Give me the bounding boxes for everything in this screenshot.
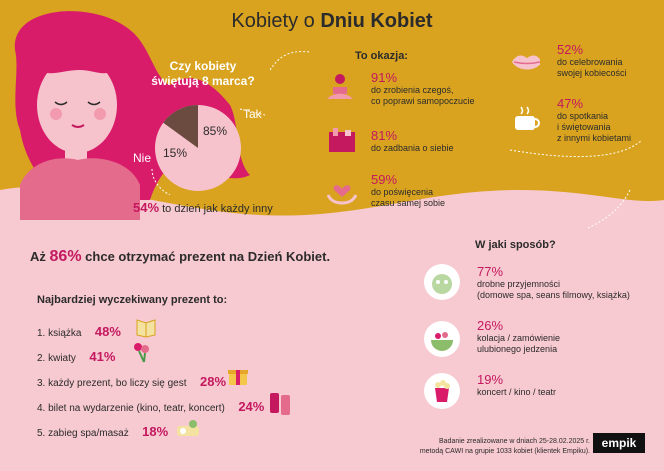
- spa-icon: [177, 420, 199, 436]
- pie-slice-no: [163, 104, 198, 148]
- gift-item-2: 2. kwiaty 41%: [37, 348, 115, 366]
- salad-icon: [424, 321, 460, 357]
- gift-label-5: 5. zabieg spa/masaż: [37, 428, 129, 439]
- gift-label-3: 3. każdy prezent, bo liczy się gest: [37, 378, 187, 389]
- gift-icon: [228, 370, 248, 385]
- how-heading: W jaki sposób?: [475, 239, 556, 251]
- occasion-text-1: 91% do zrobienia czegoś, co poprawi samo…: [371, 70, 475, 106]
- occasion-text-4: 52% do celebrowania swojej kobiecości: [557, 42, 627, 78]
- gift-value-4: 24%: [238, 399, 265, 414]
- face-mask-icon: [424, 264, 460, 300]
- survey-footnote: Badanie zrealizowane w dniach 25-28.02.2…: [405, 437, 590, 457]
- gift-label-4: 4. bilet na wydarzenie (kino, teatr, kon…: [37, 403, 225, 414]
- empik-logo: empik: [593, 433, 645, 453]
- meditation-icon: [327, 74, 353, 99]
- not-celebrating-note: 54% to dzień jak każdy inny: [133, 200, 273, 215]
- how-item-3: 19% koncert / kino / teatr: [477, 372, 556, 398]
- how-value-2: 26%: [477, 318, 504, 333]
- pie-yes-value: 85%: [203, 124, 228, 138]
- how-text-3a: koncert / kino / teatr: [477, 387, 557, 397]
- occasion-item-5: [512, 104, 542, 139]
- how-value-1: 77%: [477, 264, 504, 279]
- tickets-icon: [270, 393, 290, 415]
- cosmetics-icon: [329, 128, 355, 152]
- popcorn-icon: [424, 373, 460, 409]
- occasion-text-5: 47% do spotkania i świętowania z innymi …: [557, 96, 632, 143]
- question-line-1: Czy kobiety: [169, 59, 237, 73]
- how-item-2: 26% kolacja / zamówienie ulubionego jedz…: [477, 318, 560, 355]
- pie-no-label: Nie: [133, 151, 152, 165]
- pie-yes-label: Tak: [243, 107, 262, 121]
- gift-label-1: 1. książka: [37, 328, 82, 339]
- footnote-line-1: Badanie zrealizowane w dniach 25-28.02.2…: [439, 438, 590, 445]
- how-text-1b: (domowe spa, seans filmowy, książka): [477, 290, 630, 300]
- gift-value-3: 28%: [199, 374, 227, 389]
- how-text-2a: kolacja / zamówienie: [477, 333, 561, 343]
- gift-item-5: 5. zabieg spa/masaż 18%: [37, 423, 168, 441]
- gift-item-3: 3. każdy prezent, bo liczy się gest 28%: [37, 373, 226, 391]
- page-title: Kobiety o Dniu Kobiet: [231, 10, 433, 32]
- celebrate-pie-chart: [155, 104, 241, 191]
- occasion-item-3: [326, 175, 358, 210]
- lips-icon: [512, 55, 542, 70]
- question-line-2: świętują 8 marca?: [151, 74, 255, 88]
- occasion-heading: To okazja:: [355, 50, 408, 62]
- gift-item-1: 1. książka 48%: [37, 323, 121, 341]
- survey-question: Czy kobiety świętują 8 marca?: [148, 59, 258, 89]
- occasion-text-3: 59% do poświęcenia czasu samej sobie: [371, 172, 446, 208]
- how-text-2b: ulubionego jedzenia: [477, 344, 558, 354]
- book-icon: [136, 319, 156, 338]
- gifts-heading: Najbardziej wyczekiwany prezent to:: [37, 294, 228, 306]
- occasion-item-1: [325, 72, 355, 107]
- gift-value-5: 18%: [142, 424, 169, 439]
- footnote-line-2: metodą CAWI na grupie 1033 kobiet (klien…: [419, 448, 590, 455]
- how-text-1a: drobne przyjemności: [477, 279, 561, 289]
- dashed-arrows: [270, 51, 643, 229]
- gift-label-2: 2. kwiaty: [37, 353, 76, 364]
- flowers-icon: [134, 343, 149, 363]
- occasion-item-2: [327, 126, 357, 161]
- occasion-item-4: [510, 48, 542, 83]
- pie-connector-lines: [151, 108, 266, 195]
- gift-value-1: 48%: [94, 324, 121, 339]
- gift-item-4: 4. bilet na wydarzenie (kino, teatr, kon…: [37, 398, 264, 416]
- pie-no-value: 15%: [163, 146, 188, 160]
- gift-value-2: 41%: [89, 349, 116, 364]
- coffee-icon: [515, 106, 540, 130]
- heart-hands-icon: [326, 185, 358, 205]
- gift-headline: Aż 86% chce otrzymać prezent na Dzień Ko…: [30, 248, 331, 265]
- how-item-1: 77% drobne przyjemności (domowe spa, sea…: [477, 264, 630, 301]
- occasion-text-2: 81% do zadbania o siebie: [371, 128, 454, 153]
- how-value-3: 19%: [477, 372, 504, 387]
